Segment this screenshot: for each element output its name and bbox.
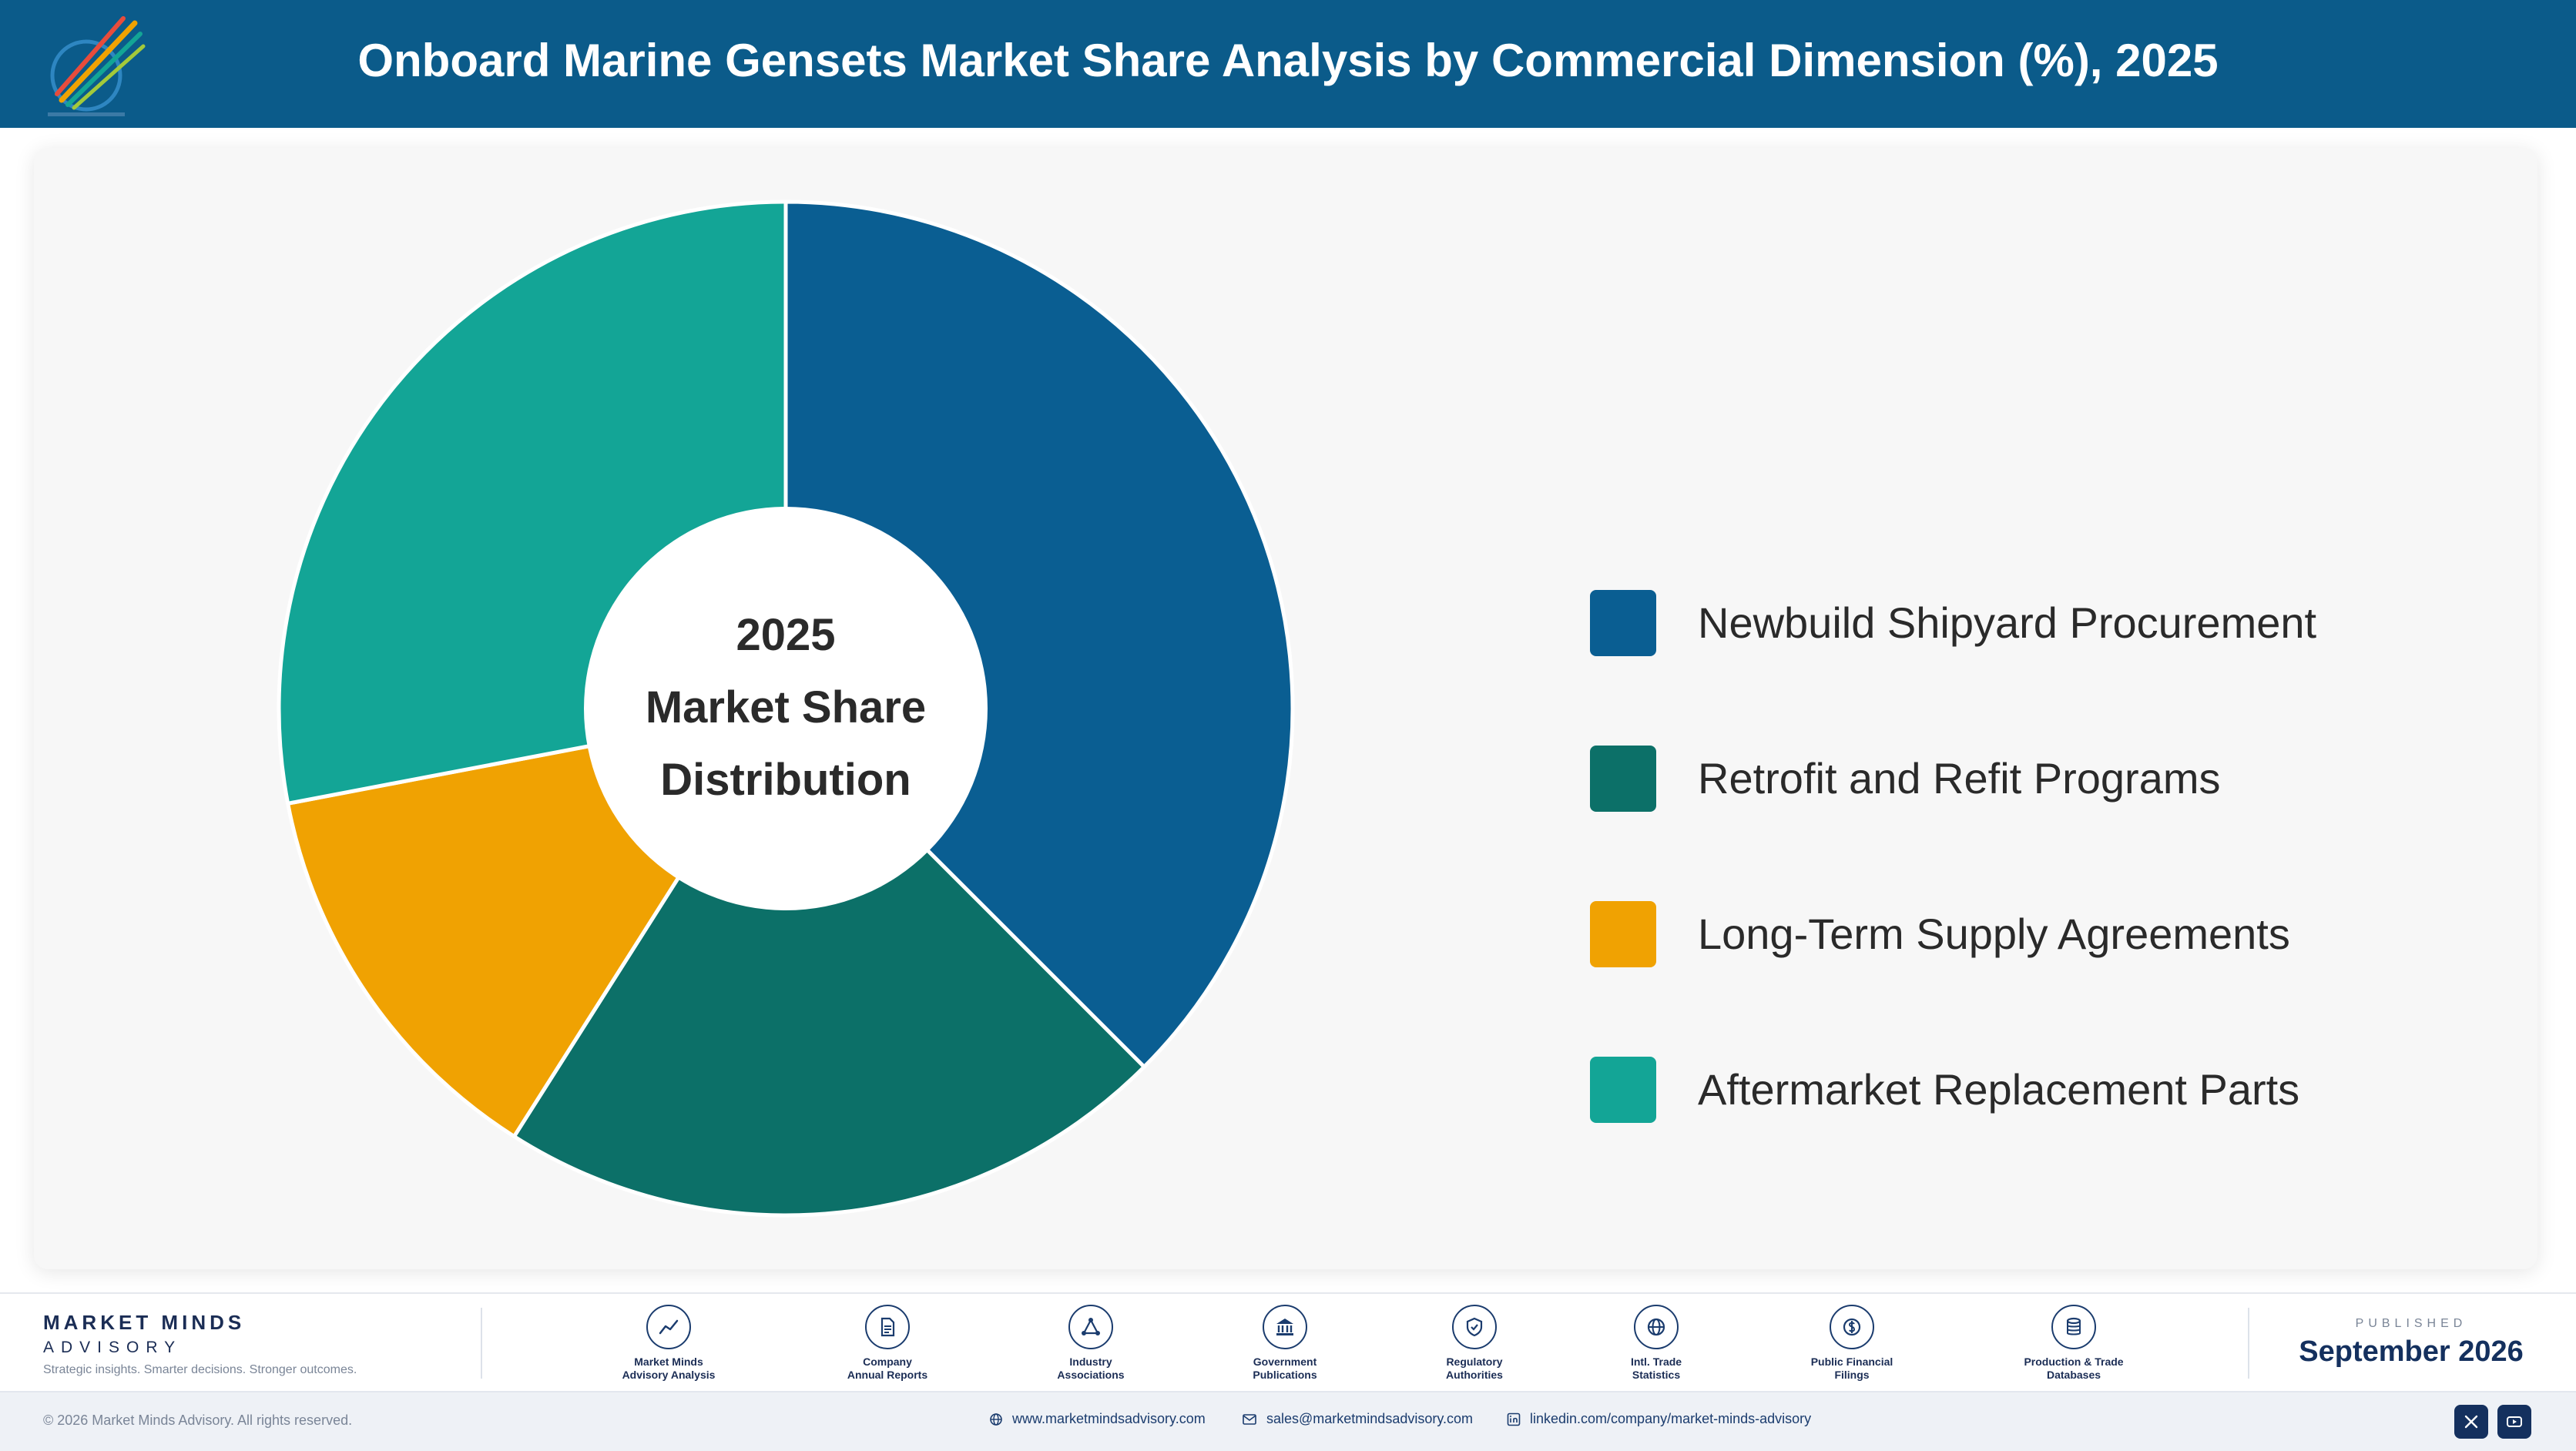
footer-divider: [2248, 1308, 2249, 1379]
source-label: Regulatory Authorities: [1446, 1355, 1503, 1381]
legend-swatch: [1590, 746, 1656, 812]
x-icon[interactable]: [2454, 1405, 2488, 1439]
footer-divider: [481, 1308, 482, 1379]
legend-item: Retrofit and Refit Programs: [1590, 746, 2437, 812]
legend-item: Aftermarket Replacement Parts: [1590, 1057, 2437, 1123]
source-item: Production & Trade Databases: [2004, 1305, 2143, 1382]
footer-brand-name: MARKET MINDS: [43, 1311, 246, 1334]
source-item: Industry Associations: [1021, 1305, 1160, 1382]
source-item: Regulatory Authorities: [1405, 1305, 1544, 1382]
donut-hole: [584, 507, 988, 910]
mail-icon: [1243, 1414, 1256, 1425]
database-icon: [2051, 1305, 2096, 1349]
legend-swatch: [1590, 590, 1656, 656]
trend-line-icon: [646, 1305, 691, 1349]
globe-icon: [990, 1413, 1002, 1426]
legend-swatch: [1590, 1057, 1656, 1123]
legend-item: Long-Term Supply Agreements: [1590, 901, 2437, 967]
source-item: Market Minds Advisory Analysis: [599, 1305, 738, 1382]
pie-slice: [783, 199, 1295, 1069]
email-link[interactable]: sales@marketmindsadvisory.com: [1242, 1411, 1473, 1427]
chart-card: 2025 Market Share Distribution Newbuild …: [34, 148, 2537, 1269]
bottom-bar: © 2026 Market Minds Advisory. All rights…: [0, 1391, 2576, 1451]
legend-item: Newbuild Shipyard Procurement: [1590, 590, 2437, 656]
globe-icon: [1634, 1305, 1679, 1349]
header-bar: Onboard Marine Gensets Market Share Anal…: [0, 0, 2576, 128]
legend-label: Retrofit and Refit Programs: [1698, 754, 2221, 803]
source-label: Industry Associations: [1057, 1355, 1125, 1381]
source-item: Government Publications: [1216, 1305, 1354, 1382]
legend-label: Aftermarket Replacement Parts: [1698, 1065, 2300, 1114]
youtube-icon[interactable]: [2497, 1405, 2531, 1439]
footer: MARKET MINDS ADVISORY Strategic insights…: [0, 1292, 2576, 1391]
source-label: Public Financial Filings: [1810, 1355, 1893, 1381]
source-label: Company Annual Reports: [847, 1355, 928, 1381]
government-building-icon: [1263, 1305, 1307, 1349]
center-label-year: 2025: [736, 610, 835, 660]
shield-check-icon: [1452, 1305, 1497, 1349]
source-item: Company Annual Reports: [818, 1305, 957, 1382]
center-label-subtitle: Distribution: [660, 755, 911, 805]
published-date: September 2026: [2299, 1335, 2524, 1368]
network-icon: [1068, 1305, 1113, 1349]
source-item: Public Financial Filings: [1783, 1305, 1921, 1382]
legend-swatch: [1590, 901, 1656, 967]
legend-label: Long-Term Supply Agreements: [1698, 910, 2290, 958]
market-minds-logo-icon: [48, 16, 146, 116]
source-label: Market Minds Advisory Analysis: [622, 1355, 716, 1381]
published-label: PUBLISHED: [2355, 1317, 2467, 1330]
copyright-text: © 2026 Market Minds Advisory. All rights…: [43, 1412, 353, 1428]
footer-tagline: Strategic insights. Smarter decisions. S…: [43, 1363, 357, 1376]
source-label: Production & Trade Databases: [2024, 1355, 2124, 1381]
linkedin-link[interactable]: linkedin.com/company/market-minds-adviso…: [1507, 1411, 1811, 1427]
linkedin-icon: [1507, 1412, 1521, 1426]
currency-icon: [1830, 1305, 1874, 1349]
footer-brand-sub: ADVISORY: [43, 1339, 183, 1356]
document-icon: [865, 1305, 910, 1349]
page-title: Onboard Marine Gensets Market Share Anal…: [357, 35, 2219, 86]
source-label: Government Publications: [1253, 1355, 1317, 1381]
donut-chart: 2025 Market Share Distribution: [277, 199, 1295, 1218]
source-item: Intl. Trade Statistics: [1587, 1305, 1726, 1382]
center-label-title: Market Share: [646, 682, 926, 732]
legend-label: Newbuild Shipyard Procurement: [1698, 598, 2317, 647]
website-link[interactable]: www.marketmindsadvisory.com: [989, 1411, 1206, 1427]
source-label: Intl. Trade Statistics: [1630, 1355, 1682, 1381]
pie-slice: [512, 706, 1146, 1218]
